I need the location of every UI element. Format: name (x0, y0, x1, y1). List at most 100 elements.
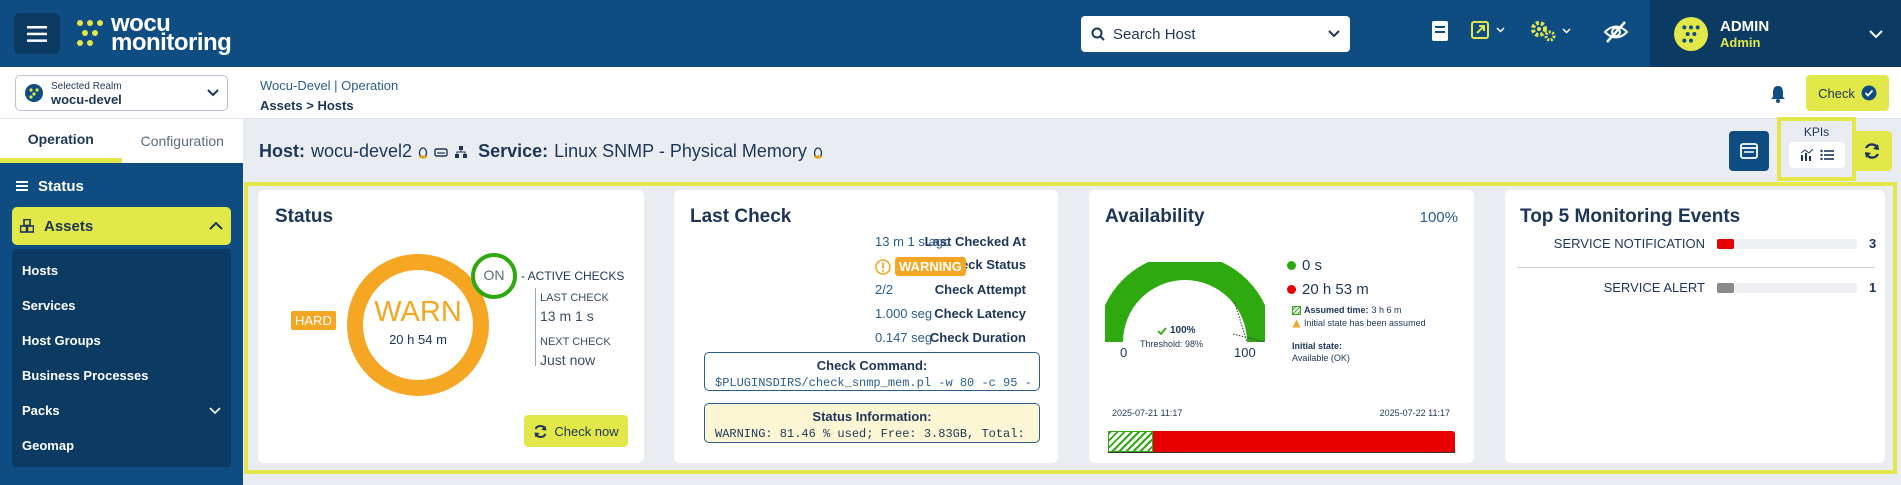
sidebar: Operation Configuration Status Assets Ho… (0, 119, 243, 485)
assumed-value: 3 h 6 m (1371, 305, 1402, 315)
kpis-toggle[interactable]: KPIs (1777, 117, 1856, 181)
top-bar: wocu monitoring Search Host ADMIN Admin (0, 0, 1901, 67)
notes-button[interactable] (1430, 20, 1450, 47)
check-now-button[interactable]: Check now (524, 415, 628, 447)
kpis-label: KPIs (1803, 125, 1830, 139)
packs-label: Packs (22, 403, 60, 418)
gauge-value: 100% (1157, 325, 1196, 336)
check-now-label: Check now (554, 423, 619, 439)
tab-operation[interactable]: Operation (0, 119, 122, 163)
breadcrumb-bottom[interactable]: Assets > Hosts (260, 98, 354, 113)
sidebar-item-services[interactable]: Services (22, 298, 76, 313)
chevron-down-icon (1328, 30, 1340, 38)
chevron-down-icon (1562, 28, 1571, 34)
search-host-select[interactable]: Search Host (1081, 16, 1350, 52)
last-check-title: Last Check (690, 206, 792, 227)
search-icon (1091, 27, 1105, 41)
event-label: SERVICE ALERT (1603, 280, 1705, 295)
status-duration: 20 h 54 m (389, 332, 447, 347)
sidebar-item-geomap[interactable]: Geomap (22, 438, 75, 453)
refresh-button[interactable] (1852, 131, 1892, 171)
event-bar-fill (1717, 283, 1734, 293)
eye-slash-icon (1603, 21, 1629, 43)
row-key: Check Attempt (934, 282, 1026, 297)
settings-menu[interactable] (1530, 20, 1571, 42)
hamburger-icon (27, 25, 47, 42)
last-check-card: Last Check Last Checked At 13 m 1 s ago … (674, 190, 1058, 463)
status-ring (347, 254, 489, 396)
user-menu[interactable]: ADMIN Admin (1650, 0, 1901, 67)
host-key: Host: (259, 141, 305, 161)
event-count: 1 (1869, 280, 1877, 295)
chart-icon (1800, 149, 1813, 161)
legend-ok: 0 s (1287, 257, 1322, 274)
state-type-badge: HARD (291, 311, 336, 330)
gauge-max: 100 (1234, 345, 1256, 360)
active-checks-ring (471, 253, 517, 299)
active-checks-label: - ACTIVE CHECKS (521, 269, 625, 283)
initial-state-value: Available (OK) (1292, 353, 1350, 363)
service-value[interactable]: Linux SNMP - Physical Memory (554, 141, 807, 161)
sidebar-item-hosts[interactable]: Hosts (22, 263, 59, 278)
check-info-divider (535, 288, 536, 366)
legend-critical-value: 20 h 53 m (1302, 281, 1369, 298)
initial-state-note: Initial state has been assumed (1292, 318, 1426, 328)
gauge-value-text: 100% (1170, 325, 1196, 336)
warning-circle-icon (875, 258, 891, 275)
event-row[interactable]: SERVICE ALERT 1 (1517, 278, 1877, 312)
check-command-box[interactable]: Check Command: $PLUGINSDIRS/check_snmp_m… (704, 352, 1040, 391)
event-row[interactable]: SERVICE NOTIFICATION 3 (1517, 234, 1876, 268)
notifications-button[interactable] (1770, 85, 1786, 108)
sidebar-item-business-processes[interactable]: Business Processes (22, 368, 149, 383)
active-checks-on[interactable]: ON (483, 267, 505, 283)
kpi-highlight-frame (244, 182, 1897, 474)
realm-caption: Selected Realm (51, 81, 122, 92)
host-value[interactable]: wocu-devel2 (311, 141, 413, 161)
external-link-icon (1471, 21, 1489, 39)
sidebar-item-assets[interactable]: Assets (12, 207, 231, 245)
availability-percent: 100% (1419, 209, 1458, 226)
visibility-toggle[interactable] (1602, 18, 1630, 51)
sidebar-assets-label: Assets (44, 217, 94, 235)
user-name: ADMIN (1720, 17, 1770, 35)
open-link-menu[interactable] (1470, 20, 1505, 40)
detail-view-button[interactable] (1729, 131, 1769, 171)
chevron-up-icon (209, 222, 223, 230)
sidebar-item-host-groups[interactable]: Host Groups (22, 333, 101, 348)
next-check-value: Just now (540, 352, 596, 368)
app-logo[interactable]: wocu monitoring (75, 12, 232, 55)
gauge-min: 0 (1120, 345, 1128, 360)
sidebar-item-packs[interactable]: Packs (12, 393, 231, 428)
assets-submenu: Hosts Services Host Groups Business Proc… (12, 249, 231, 467)
status-card: Status HARD WARN 20 h 54 m ON - ACTIVE C… (258, 190, 644, 463)
timeline-assumed-segment (1108, 431, 1153, 452)
realm-value: wocu-devel (51, 92, 122, 107)
status-information-box[interactable]: Status Information: WARNING: 81.46 % use… (704, 403, 1040, 443)
menu-button[interactable] (14, 13, 60, 54)
refresh-icon (1864, 143, 1880, 159)
title-bar: Host: wocu-devel2 Service: Linux SNMP - … (243, 119, 1901, 181)
check-icon (1157, 326, 1167, 335)
status-information-title: Status Information: (812, 409, 932, 424)
row-value: 1.000 seg (875, 306, 933, 321)
sidebar-item-status[interactable]: Status (12, 167, 231, 205)
tab-configuration[interactable]: Configuration (140, 133, 224, 149)
gears-icon (1531, 21, 1556, 42)
linux-icon (813, 146, 823, 159)
breadcrumb-top[interactable]: Wocu-Devel | Operation (260, 78, 399, 93)
event-bar (1717, 283, 1857, 293)
check-status-value: WARNING (875, 257, 966, 276)
timeline-end: 2025-07-22 11:17 (1379, 408, 1450, 418)
user-role: Admin (1720, 34, 1761, 50)
check-button[interactable]: Check (1806, 75, 1889, 111)
row-value: 0.147 seg (875, 330, 933, 345)
timeline-critical-segment (1153, 431, 1455, 452)
gauge-threshold: Threshold: 98% (1140, 339, 1204, 349)
realm-select[interactable]: Selected Realm wocu-devel (15, 75, 228, 111)
row-value: 2/2 (875, 282, 894, 297)
assumed-label: Assumed time: (1304, 305, 1369, 315)
last-check-label: LAST CHECK (540, 292, 609, 304)
legend-critical: 20 h 53 m (1287, 281, 1369, 298)
status-title: Status (275, 206, 334, 227)
row-key: Check Duration (929, 330, 1026, 345)
